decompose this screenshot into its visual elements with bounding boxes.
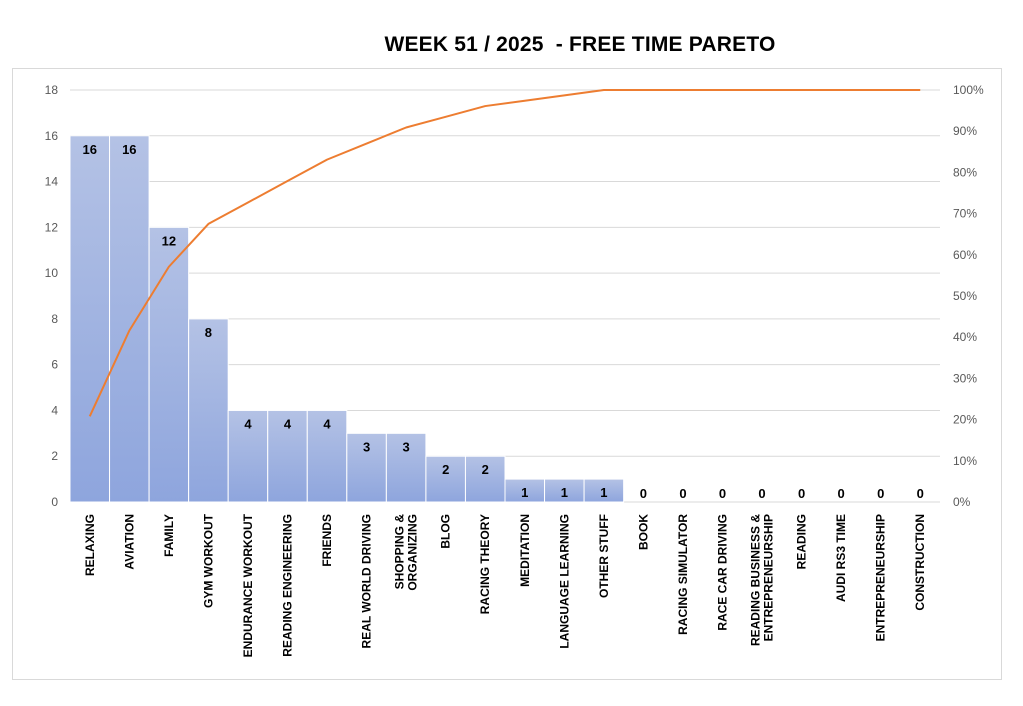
cumulative-percent-line — [88, 89, 921, 417]
chart-frame — [12, 68, 1002, 680]
bar — [148, 226, 190, 503]
y-axis-right: 0% 10% 20% 30% 40% 50% 60% 70% 80% 90% 100% — [953, 83, 984, 509]
bar-data-label: 2 — [442, 462, 449, 477]
bar-data-label: 4 — [323, 416, 331, 431]
x-category-label: BLOG — [439, 514, 453, 549]
bar-data-label: 12 — [162, 233, 176, 248]
bar-data-label: 3 — [363, 439, 370, 454]
y-right-tick-label: 40% — [953, 330, 977, 344]
y-right-tick-label: 10% — [953, 454, 977, 468]
y-left-tick-label: 2 — [51, 449, 58, 463]
bar — [227, 409, 269, 503]
y-right-tick-label: 90% — [953, 124, 977, 138]
bar — [188, 318, 229, 503]
x-category-label: FRIENDS — [320, 514, 334, 567]
x-category-label: BOOK — [636, 514, 650, 550]
bar-data-label: 0 — [679, 486, 686, 501]
x-category-label: AVIATION — [122, 514, 136, 570]
bar-data-label: 0 — [917, 486, 924, 501]
y-right-tick-label: 80% — [953, 165, 977, 179]
x-category-label: READING — [795, 514, 809, 569]
bar-data-label: 0 — [877, 486, 884, 501]
cumulative-line-series — [88, 89, 921, 417]
data-labels: 16 16 12 8 4 4 4 3 3 2 2 1 1 1 0 0 0 0 0 0 0 0 — [83, 142, 924, 501]
x-category-label: REAL WORLD DRIVING — [360, 514, 374, 648]
x-category-label: READING ENGINEERING — [281, 514, 295, 657]
x-category-label: ENDURANCE WORKOUT — [241, 513, 255, 657]
y-right-tick-label: 100% — [953, 83, 984, 97]
bar-data-label: 2 — [482, 462, 489, 477]
bar-data-label: 1 — [521, 485, 528, 500]
x-category-label: OTHER STUFF — [597, 514, 611, 598]
y-left-tick-label: 0 — [51, 495, 58, 509]
x-category-label: RACING SIMULATOR — [676, 514, 690, 635]
y-left-tick-label: 6 — [51, 358, 58, 372]
bar — [69, 135, 111, 503]
x-category-label: AUDI RS3 TIME — [834, 514, 848, 602]
y-left-tick-label: 16 — [45, 129, 59, 143]
bar-data-label: 8 — [205, 325, 212, 340]
x-category-label: RELAXING — [83, 514, 97, 576]
x-category-label: CONSTRUCTION — [913, 514, 927, 611]
bar-data-label: 0 — [640, 486, 647, 501]
bar-data-label: 3 — [403, 439, 410, 454]
bar-series — [69, 135, 625, 503]
bar — [346, 432, 387, 503]
bar-data-label: 16 — [122, 142, 136, 157]
x-category-label: FAMILY — [162, 514, 176, 557]
y-left-tick-label: 8 — [51, 312, 58, 326]
bar — [109, 135, 150, 503]
x-category-label: RACING THEORY — [478, 514, 492, 614]
bar-data-label: 1 — [600, 485, 607, 500]
y-left-tick-label: 12 — [45, 220, 59, 234]
y-right-tick-label: 20% — [953, 413, 977, 427]
y-right-tick-label: 60% — [953, 248, 977, 262]
x-category-label: READING BUSINESS & — [749, 514, 763, 646]
y-left-tick-label: 4 — [51, 403, 58, 417]
bar-data-label: 0 — [719, 486, 726, 501]
x-category-label: GYM WORKOUT — [201, 513, 215, 608]
y-right-tick-label: 0% — [953, 495, 971, 509]
x-category-label: ENTREPRENEURSHIP — [762, 514, 776, 641]
y-left-tick-label: 10 — [45, 266, 59, 280]
bar-data-label: 1 — [561, 485, 568, 500]
y-left-tick-label: 18 — [45, 83, 59, 97]
chart-title: WEEK 51 / 2025 - FREE TIME PARETO — [384, 33, 776, 56]
bar-data-label: 4 — [284, 416, 292, 431]
x-axis-categories: RELAXING AVIATION FAMILY GYM WORKOUT ENDURAN… — [83, 513, 927, 657]
bar — [583, 478, 625, 503]
x-category-label: RACE CAR DRIVING — [716, 514, 730, 631]
bar-data-label: 16 — [83, 142, 97, 157]
x-category-label: ORGANIZING — [406, 514, 420, 591]
bar — [425, 455, 466, 503]
x-category-label: ENTREPRENEURSHIP — [874, 514, 888, 641]
bar — [306, 409, 348, 503]
bar — [267, 409, 308, 503]
bar-data-label: 0 — [758, 486, 765, 501]
x-category-label: SHOPPING & — [393, 514, 407, 590]
y-right-tick-label: 30% — [953, 371, 977, 385]
y-axis-left: 0 2 4 6 8 10 12 14 16 18 — [45, 83, 59, 509]
x-category-label: MEDITATION — [518, 514, 532, 587]
y-left-tick-label: 14 — [45, 175, 59, 189]
bar-data-label: 0 — [838, 486, 845, 501]
bar-data-label: 4 — [244, 416, 252, 431]
bar-data-label: 0 — [798, 486, 805, 501]
y-right-tick-label: 50% — [953, 289, 977, 303]
x-category-label: LANGUAGE LEARNING — [557, 514, 571, 649]
y-right-tick-label: 70% — [953, 207, 977, 221]
